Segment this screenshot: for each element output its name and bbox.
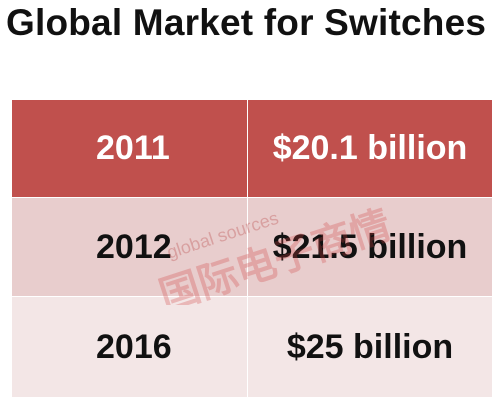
table-row: 2016 $25 billion [12,297,492,398]
table-row: 2011 $20.1 billion [12,100,492,198]
value-cell: $20.1 billion [272,129,468,167]
table-row: 2012 $21.5 billion [12,198,492,297]
page-title: Global Market for Switches [6,2,487,43]
year-cell: 2012 [12,198,248,296]
value-cell: $21.5 billion [272,227,468,266]
year-cell: 2016 [12,297,248,397]
year-cell: 2011 [12,100,248,197]
market-table: 2011 $20.1 billion 2012 $21.5 billion 20… [12,100,492,398]
value-cell: $25 billion [286,327,454,366]
